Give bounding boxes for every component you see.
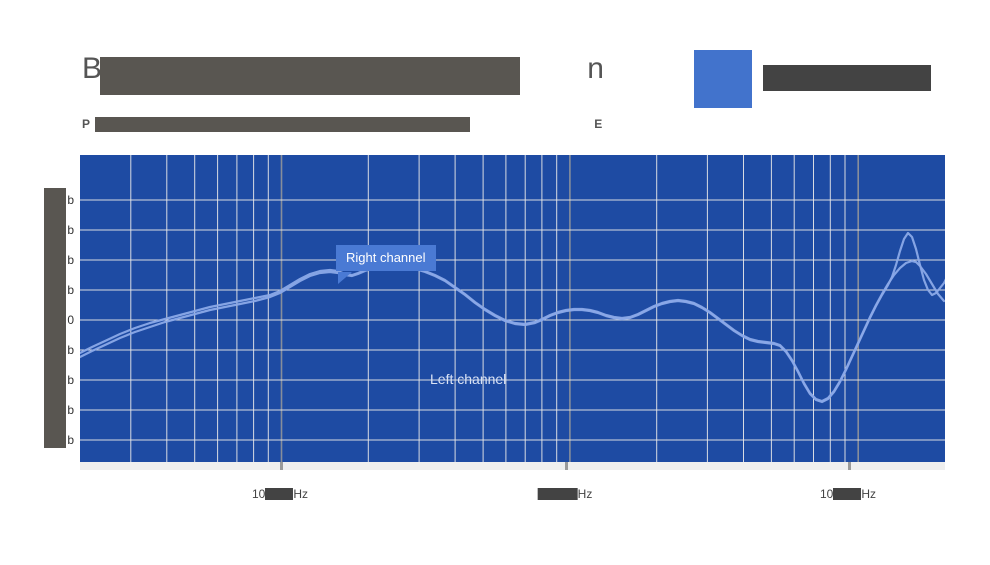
x-axis-label-redaction: [833, 488, 862, 500]
y-axis-label-5: b: [67, 343, 74, 357]
y-axis-label-1: b: [67, 223, 74, 237]
right-channel-annotation-label: Right channel: [346, 250, 426, 265]
x-axis-label-1: Hz: [537, 487, 593, 501]
brand-logo: [694, 50, 752, 108]
x-axis-label-redaction: [265, 488, 294, 500]
x-axis-label-prefix: 10: [819, 487, 834, 501]
x-axis-label-suffix: Hz: [861, 487, 877, 501]
y-axis-labels-redaction: [44, 188, 66, 448]
brand-name-redaction: [763, 65, 931, 91]
y-axis-label-0: b: [67, 193, 74, 207]
y-axis-label-4: 0: [67, 313, 74, 327]
x-axis-tick-2: [848, 462, 851, 470]
page-subtitle-suffix: E: [594, 117, 603, 131]
right-channel-annotation: Right channel: [336, 245, 436, 271]
y-axis-labels: b b b b 0 b b b b: [12, 0, 74, 550]
page-subtitle: PXXXXXXXXXXXXXXXXXXXXXXXXXXXXXXXXXXXXXXX…: [82, 117, 602, 131]
y-axis-label-2: b: [67, 253, 74, 267]
y-axis-label-6: b: [67, 373, 74, 387]
right-channel-annotation-tail: [338, 272, 352, 284]
y-axis-label-8: b: [67, 433, 74, 447]
x-axis-strip: [80, 462, 945, 470]
x-axis-label-suffix: Hz: [293, 487, 309, 501]
plot-area: [80, 155, 945, 462]
page-title-prefix: B: [82, 52, 103, 85]
page-subtitle-prefix: P: [82, 117, 91, 131]
plot-canvas: [80, 155, 945, 462]
x-axis-label-prefix: 10: [251, 487, 266, 501]
x-axis-label-2: 10 Hz: [820, 487, 876, 501]
page-subtitle-redaction: [95, 117, 470, 132]
left-channel-annotation: Left channel: [430, 371, 506, 387]
x-axis-label-suffix: Hz: [577, 487, 593, 501]
frequency-response-page: BXXXXXXXXXXXXXXXXXXXXXXXXn PXXXXXXXXXXXX…: [12, 0, 945, 550]
x-axis-tick-0: [280, 462, 283, 470]
left-channel-annotation-label: Left channel: [430, 371, 507, 387]
y-axis-label-7: b: [67, 403, 74, 417]
frequency-response-chart[interactable]: [80, 155, 945, 462]
page-title: BXXXXXXXXXXXXXXXXXXXXXXXXn: [82, 52, 604, 86]
x-axis-tick-1: [565, 462, 568, 470]
x-axis-label-0: 10 Hz: [252, 487, 308, 501]
page-title-redaction: [100, 57, 520, 95]
page-title-suffix: n: [587, 52, 605, 85]
y-axis-label-3: b: [67, 283, 74, 297]
x-axis-label-redaction: [537, 488, 578, 500]
